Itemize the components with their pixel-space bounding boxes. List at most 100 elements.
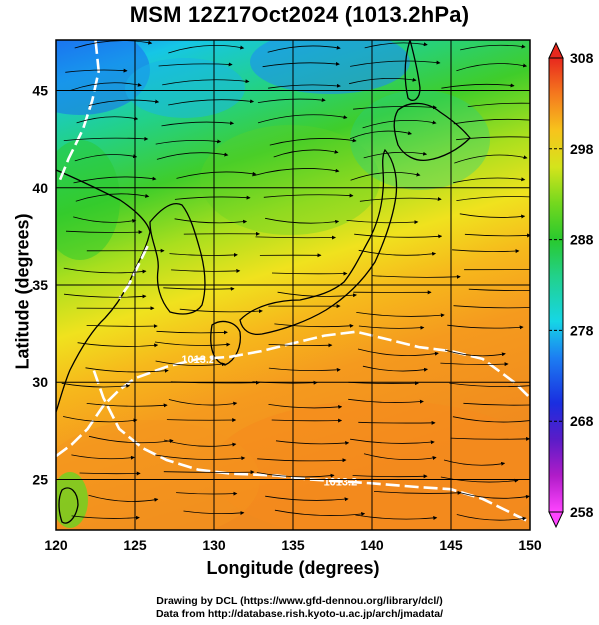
- streamline: [61, 382, 131, 388]
- colorbar-ticks: 258 268 278 288 298 308: [549, 50, 594, 520]
- streamline: [179, 308, 263, 314]
- streamline: [65, 68, 128, 73]
- streamline: [63, 136, 149, 141]
- streamline: [158, 62, 233, 67]
- colorbar-tick-label: 298: [570, 141, 594, 157]
- isobar-label: 1013.2: [181, 354, 215, 366]
- y-axis-label: Latitude (degrees): [12, 213, 33, 370]
- japan-honshu-coastline: [239, 148, 398, 336]
- y-tick-label: 45: [32, 83, 48, 99]
- streamline: [273, 149, 339, 158]
- japan-hokkaido-coastline: [393, 102, 471, 162]
- streamline: [174, 218, 248, 224]
- isobar-line: [57, 40, 101, 183]
- streamline: [176, 171, 257, 179]
- drawing-credit: Drawing by DCL (https://www.gfd-dennou.o…: [156, 595, 443, 607]
- colorbar-tick-label: 288: [570, 232, 594, 248]
- streamline: [76, 116, 139, 124]
- streamline: [346, 220, 419, 225]
- streamline: [171, 268, 241, 273]
- streamline: [444, 349, 506, 357]
- graticule: [56, 40, 530, 530]
- plot-frame: [55, 39, 531, 531]
- streamline: [74, 154, 138, 162]
- streamline: [166, 418, 237, 423]
- streamline: [460, 44, 526, 51]
- streamline: [362, 119, 437, 129]
- isobar-line: [56, 330, 530, 458]
- streamline: [441, 83, 515, 89]
- streamline: [156, 152, 229, 160]
- streamline: [352, 474, 428, 479]
- x-tick-label: 150: [518, 537, 542, 553]
- streamline: [271, 418, 343, 423]
- colorbar: 258 268 278 288 298 308: [548, 41, 594, 529]
- streamline: [86, 403, 168, 408]
- x-tick-label: 130: [202, 537, 226, 553]
- streamline: [350, 171, 421, 181]
- streamline: [456, 63, 528, 72]
- streamline: [168, 399, 238, 406]
- streamline: [355, 514, 438, 520]
- streamline: [440, 362, 509, 367]
- streamline: [463, 402, 530, 406]
- streamline: [468, 288, 530, 292]
- streamline: [265, 217, 340, 224]
- streamline: [63, 267, 147, 274]
- streamline: [155, 360, 226, 367]
- streamline: [363, 151, 428, 159]
- x-tick-label: 135: [281, 537, 305, 553]
- wind-streamlines: [61, 40, 530, 521]
- y-axis-ticks: 25 30 35 40 45: [32, 83, 48, 488]
- streamline: [349, 130, 412, 140]
- streamline: [453, 118, 530, 125]
- streamline: [275, 440, 350, 446]
- streamline: [443, 459, 506, 466]
- streamline: [176, 491, 238, 496]
- japan-kyushu-coastline: [210, 320, 242, 366]
- streamline: [88, 435, 174, 444]
- streamline: [358, 325, 425, 330]
- x-tick-label: 125: [123, 537, 147, 553]
- streamline: [71, 515, 140, 520]
- streamline: [364, 42, 428, 49]
- streamline: [456, 196, 530, 201]
- streamline: [252, 168, 340, 177]
- streamline: [263, 193, 354, 198]
- isobar-label: 1013.2: [324, 476, 358, 488]
- streamline: [454, 154, 528, 164]
- x-tick-label: 140: [360, 537, 384, 553]
- streamline: [163, 439, 237, 447]
- streamline: [440, 476, 519, 483]
- taiwan-coastline: [58, 487, 79, 524]
- streamline: [363, 453, 437, 461]
- korea-coastline: [149, 203, 206, 315]
- streamline: [268, 83, 341, 89]
- streamline: [73, 216, 137, 223]
- streamline: [256, 472, 335, 478]
- streamline: [348, 398, 424, 404]
- streamline: [358, 420, 436, 425]
- x-tick-label: 120: [44, 537, 68, 553]
- streamline: [274, 323, 354, 328]
- streamline: [456, 136, 530, 141]
- x-axis-ticks: 120 125 130 135 140 145 150: [44, 537, 542, 553]
- streamline: [162, 79, 250, 86]
- x-tick-label: 145: [439, 537, 463, 553]
- streamline: [373, 490, 462, 495]
- streamline: [271, 271, 348, 276]
- streamline: [85, 367, 169, 373]
- x-axis-label: Longitude (degrees): [206, 558, 380, 578]
- streamline: [63, 293, 147, 299]
- streamline: [257, 114, 348, 124]
- y-tick-label: 40: [32, 180, 48, 196]
- streamline: [174, 195, 251, 200]
- streamline: [464, 233, 530, 238]
- sakhalin-coastline: [404, 40, 421, 102]
- streamline: [75, 193, 150, 202]
- streamline: [467, 102, 530, 107]
- streamline: [447, 324, 524, 330]
- streamline: [350, 438, 435, 445]
- streamline: [357, 348, 439, 356]
- streamline: [358, 249, 437, 256]
